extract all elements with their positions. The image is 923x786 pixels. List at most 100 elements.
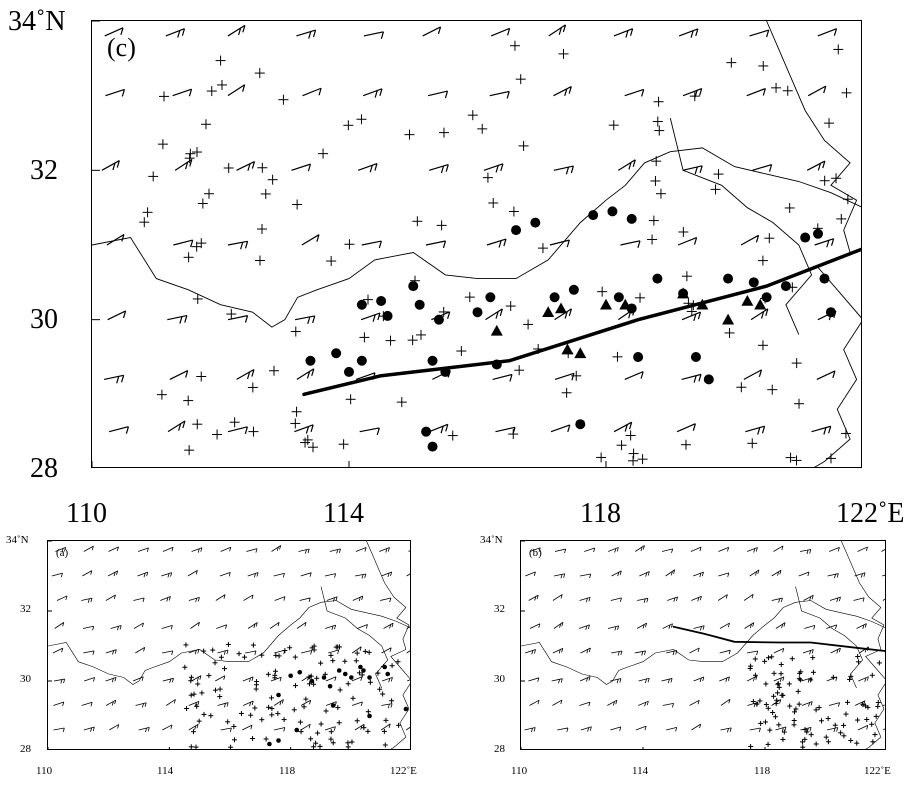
front-line — [672, 625, 885, 652]
station-circle — [703, 374, 714, 385]
station-cross — [840, 428, 851, 439]
wind-barb — [608, 547, 619, 553]
station-cross — [823, 734, 829, 740]
wind-barb — [271, 545, 282, 552]
station-circle — [349, 675, 354, 680]
station-cross — [855, 717, 861, 723]
wind-barb — [381, 676, 393, 683]
station-cross — [596, 452, 607, 463]
station-cross — [796, 701, 802, 707]
wind-barb — [56, 595, 68, 601]
station-cross — [231, 737, 237, 743]
wind-barb — [109, 724, 120, 731]
station-circle — [568, 284, 579, 295]
wind-barb — [611, 650, 623, 656]
wind-barb — [428, 164, 449, 174]
wind-barb — [379, 547, 390, 553]
station-cross — [438, 306, 449, 317]
station-cross — [247, 382, 258, 393]
station-cross — [303, 696, 309, 702]
station-cross — [781, 729, 787, 735]
wind-barb — [749, 29, 770, 38]
station-cross — [655, 188, 666, 199]
station-cross — [773, 701, 779, 707]
station-cross — [775, 690, 781, 696]
station-cross — [290, 326, 301, 337]
station-cross — [456, 346, 467, 357]
station-circle — [321, 675, 327, 680]
wind-barb — [638, 677, 650, 684]
station-cross — [318, 721, 324, 727]
station-cross — [317, 743, 323, 749]
station-cross — [808, 732, 814, 738]
wind-barb — [639, 571, 650, 577]
station-cross — [330, 740, 336, 746]
station-circle — [267, 741, 272, 747]
wind-barb — [814, 238, 835, 248]
station-cross — [438, 127, 449, 138]
station-circle — [652, 273, 663, 284]
station-cross — [225, 641, 231, 647]
station-cross — [654, 125, 665, 136]
wind-barb — [217, 649, 229, 655]
wind-barb — [856, 623, 867, 629]
station-cross — [762, 719, 768, 725]
river-boundary-line — [48, 600, 410, 685]
wind-barb — [270, 676, 282, 682]
station-cross — [269, 706, 275, 712]
station-cross — [784, 202, 795, 213]
wind-barb — [617, 159, 636, 171]
wind-barb — [579, 701, 591, 707]
wind-barb — [105, 88, 126, 97]
station-cross — [771, 82, 782, 93]
station-cross — [754, 701, 760, 707]
wind-barb — [665, 569, 676, 577]
station-cross — [259, 717, 265, 723]
wind-barb — [174, 158, 193, 171]
wind-barb — [427, 90, 449, 99]
wind-barb — [689, 647, 700, 654]
wind-barb — [580, 647, 591, 654]
wind-barb — [746, 650, 759, 656]
wind-barb — [607, 625, 620, 631]
wind-barb — [274, 699, 284, 706]
station-circle — [276, 738, 281, 743]
station-cross — [302, 434, 313, 445]
station-circle — [690, 352, 701, 362]
station-circle — [819, 273, 830, 284]
wind-barb — [274, 727, 286, 732]
station-cross — [758, 720, 764, 726]
station-cross — [273, 652, 279, 658]
wind-barb — [554, 548, 567, 554]
station-cross — [482, 172, 493, 183]
wind-barb — [188, 723, 199, 731]
station-cross — [637, 454, 648, 465]
station-cross — [184, 705, 190, 711]
station-cross — [306, 674, 312, 680]
station-cross — [185, 148, 196, 159]
station-circle — [825, 307, 836, 318]
wind-barb — [681, 311, 702, 322]
station-cross — [848, 737, 854, 743]
wind-barb — [105, 699, 117, 706]
wind-barb — [359, 427, 380, 436]
wind-barb — [529, 547, 541, 552]
station-cross — [791, 722, 797, 728]
station-cross — [791, 718, 797, 724]
station-cross — [875, 700, 881, 706]
station-circle — [342, 671, 348, 677]
wind-barb — [405, 726, 410, 731]
wind-barb — [882, 574, 885, 577]
wind-barb — [137, 547, 149, 552]
panel-label-b: (b) — [529, 547, 542, 559]
wind-barb — [166, 699, 176, 706]
station-cross — [215, 55, 226, 66]
wind-barb — [492, 373, 513, 382]
station-cross — [775, 681, 781, 687]
station-cross — [686, 306, 697, 317]
wind-barb — [801, 701, 813, 707]
wind-barb — [296, 29, 317, 39]
lat-label-a-30: 30 — [20, 673, 31, 685]
station-cross — [625, 430, 636, 441]
station-cross — [267, 174, 278, 185]
